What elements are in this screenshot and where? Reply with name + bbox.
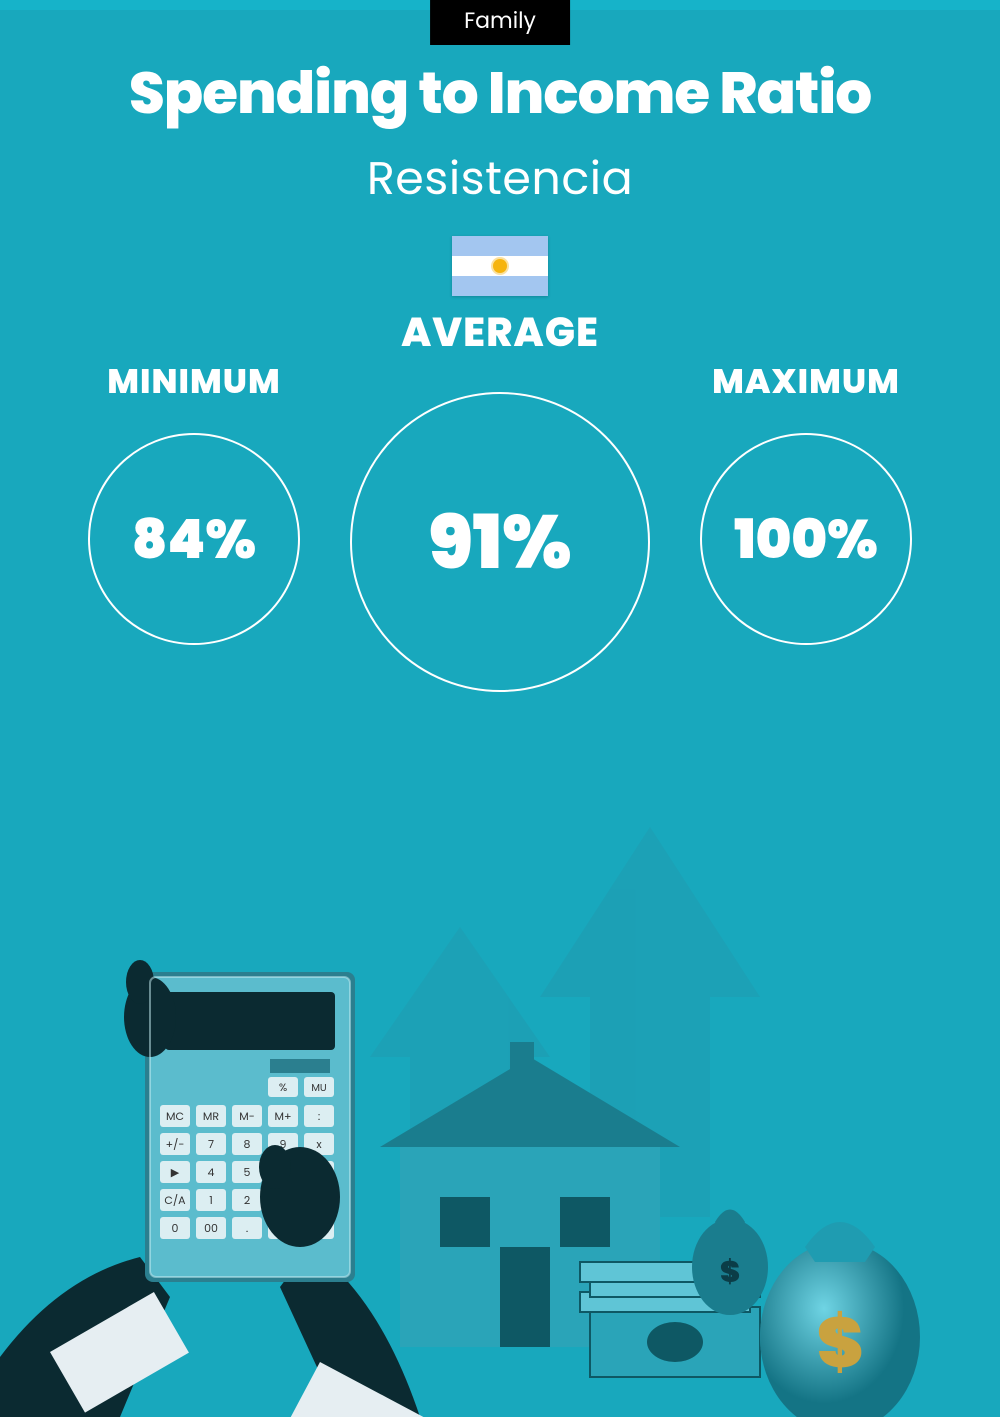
svg-text:%: % (279, 1079, 287, 1095)
stat-maximum: MAXIMUM 100% (700, 356, 912, 645)
stat-minimum: MINIMUM 84% (88, 356, 300, 645)
page-title: Spending to Income Ratio (0, 50, 1000, 137)
svg-text:M+: M+ (275, 1108, 292, 1124)
svg-text:00: 00 (204, 1220, 218, 1236)
svg-text:2: 2 (244, 1192, 250, 1208)
svg-text:-: - (316, 1164, 322, 1180)
city-subtitle: Resistencia (0, 145, 1000, 214)
svg-text:▶: ▶ (171, 1164, 180, 1180)
svg-text:9: 9 (280, 1136, 287, 1152)
stat-minimum-label: MINIMUM (107, 356, 281, 407)
stat-average-circle: 91% (350, 392, 650, 692)
svg-text:C/A: C/A (164, 1192, 186, 1208)
svg-text:0: 0 (172, 1220, 179, 1236)
stat-minimum-circle: 84% (88, 433, 300, 645)
flag-stripe-bottom (452, 276, 548, 296)
svg-text:x: x (316, 1136, 322, 1152)
svg-text:M-: M- (239, 1108, 255, 1124)
stats-row: MINIMUM 84% AVERAGE 91% MAXIMUM 100% (0, 356, 1000, 692)
svg-text:3: 3 (280, 1192, 286, 1208)
stat-average-label: AVERAGE (401, 302, 599, 362)
svg-text:+/-: +/- (166, 1136, 185, 1152)
svg-text:MR: MR (203, 1108, 219, 1124)
stat-maximum-circle: 100% (700, 433, 912, 645)
stat-maximum-label: MAXIMUM (712, 356, 900, 407)
svg-text:7: 7 (208, 1136, 214, 1152)
svg-text:5: 5 (244, 1164, 251, 1180)
stat-minimum-value: 84% (132, 499, 256, 580)
svg-text:8: 8 (244, 1136, 251, 1152)
stat-average-value: 91% (428, 487, 571, 598)
svg-text:MC: MC (166, 1108, 184, 1124)
flag-sun-icon (493, 259, 507, 273)
finance-illustration: $ $ % MU MC MR M (0, 797, 1000, 1417)
svg-text::: : (318, 1108, 320, 1124)
svg-text:6: 6 (280, 1164, 287, 1180)
stat-average: AVERAGE 91% (350, 302, 650, 692)
svg-text:$: $ (720, 1250, 740, 1293)
svg-text:.: . (246, 1220, 248, 1236)
svg-text:$: $ (817, 1293, 864, 1392)
svg-text:=: = (279, 1220, 287, 1236)
stat-maximum-value: 100% (734, 499, 878, 580)
flag-stripe-top (452, 236, 548, 256)
argentina-flag-icon (452, 236, 548, 296)
svg-text:MU: MU (311, 1080, 326, 1095)
svg-text:+: + (315, 1205, 323, 1221)
category-tab: Family (430, 0, 570, 45)
svg-text:4: 4 (208, 1164, 215, 1180)
flag-stripe-middle (452, 256, 548, 276)
svg-text:1: 1 (209, 1192, 213, 1208)
